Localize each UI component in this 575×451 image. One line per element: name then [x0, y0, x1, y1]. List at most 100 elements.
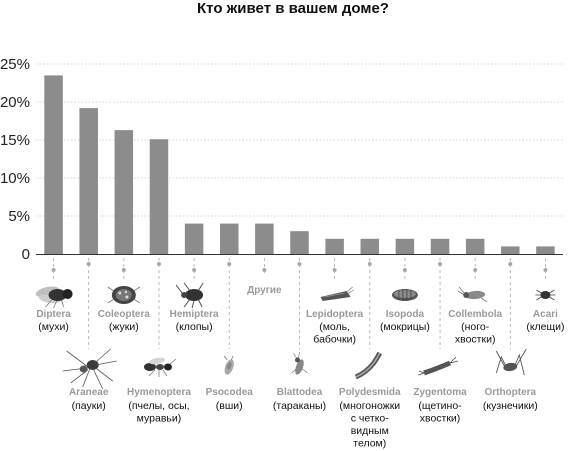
category-label: Hemiptera(клопы): [170, 309, 219, 333]
leader-dot: [438, 262, 443, 266]
bars: [44, 75, 555, 255]
y-tick-label: 10%: [0, 170, 30, 187]
common-name: хвостки): [420, 413, 461, 425]
bar: [325, 238, 344, 254]
leader-dot: [508, 262, 513, 266]
category-label: Hymenoptera (пчелы, осы,муравьи): [127, 387, 191, 425]
millipede-icon: [354, 351, 383, 380]
bar: [149, 139, 169, 254]
leader-dot: [51, 268, 56, 272]
bar: [465, 238, 485, 254]
leader-dot: [402, 268, 407, 272]
y-tick-label: 20%: [0, 94, 30, 111]
category-leader-lines: [51, 258, 548, 349]
common-name: (многоножки: [339, 400, 400, 412]
common-name: (клещи): [526, 321, 564, 333]
order-name: Lepidoptera: [306, 309, 364, 320]
bar: [395, 238, 415, 254]
leader-dot: [332, 268, 337, 272]
common-name: (мухи): [38, 321, 69, 333]
y-tick-label: 0: [22, 246, 30, 263]
category-label: Lepidoptera(моль,бабочки): [306, 309, 364, 346]
order-name: Araneae: [69, 387, 109, 398]
bar: [290, 231, 309, 254]
order-name: Zygentoma: [413, 387, 467, 398]
category-label: Collembola(ного-хвостки): [448, 309, 502, 346]
bar: [79, 108, 98, 254]
silverfish-icon: [417, 356, 459, 376]
cricket-icon: [495, 348, 527, 376]
beetle-icon: [107, 286, 141, 304]
category-label: Другие: [247, 285, 282, 296]
category-label: Blattodea (тараканы): [273, 387, 326, 412]
spider-icon: [62, 348, 117, 390]
common-name: (клопы): [176, 321, 213, 333]
order-name: Psocodea: [206, 387, 254, 398]
common-name: (жуки): [109, 321, 139, 333]
leader-dot: [227, 262, 232, 266]
order-name: Isopoda: [386, 309, 425, 320]
common-name: хвостки): [455, 334, 496, 346]
insect-icons: [35, 282, 556, 390]
leader-dot: [156, 262, 161, 266]
mite-icon: [535, 289, 556, 301]
moth-icon: [320, 286, 354, 301]
bar: [184, 223, 204, 254]
y-tick-label: 15%: [0, 132, 30, 149]
ant-icon: [143, 357, 177, 377]
category-label: Diptera(мухи): [36, 309, 71, 333]
order-name: Acari: [533, 309, 558, 320]
category-label: Araneae (пауки): [69, 387, 109, 412]
category-label: Orthoptera (кузнечики): [483, 387, 538, 412]
leader-dot: [367, 262, 372, 266]
bar: [44, 75, 63, 255]
common-name: (вши): [216, 400, 243, 412]
bar: [114, 130, 134, 254]
y-axis-ticks: 0 5% 10% 15% 20% 25%: [0, 56, 30, 263]
common-name: бабочки): [313, 334, 356, 346]
order-name: Coleoptera: [98, 309, 151, 320]
order-name: Orthoptera: [484, 387, 536, 398]
order-name: Blattodea: [277, 387, 323, 398]
woodlouse-icon: [391, 289, 418, 301]
common-name: (пауки): [72, 400, 106, 412]
order-name: Hymenoptera: [127, 387, 191, 398]
common-name: (кузнечики): [483, 400, 538, 412]
leader-dot: [473, 268, 478, 272]
leader-dot: [297, 262, 302, 266]
leader-dot: [192, 268, 197, 272]
common-name: с четко-: [351, 413, 389, 425]
leader-dot: [121, 268, 126, 272]
order-name: Collembola: [448, 309, 502, 320]
y-tick-label: 25%: [0, 56, 30, 73]
leader-dot: [86, 262, 91, 266]
category-label: Isopoda(мокрицы): [380, 309, 430, 333]
common-name: (щетино-: [418, 400, 462, 412]
order-name: Hemiptera: [170, 309, 219, 320]
category-label: Acari(клещи): [526, 309, 564, 333]
common-name: (пчелы, осы,: [128, 400, 189, 412]
leader-dot: [262, 268, 267, 272]
bar: [430, 238, 450, 254]
bar: [360, 238, 380, 254]
cockroach-icon: [291, 351, 308, 375]
common-name: (мокрицы): [380, 321, 430, 333]
category-label: Psocodea (вши): [206, 387, 254, 412]
bar: [536, 246, 555, 254]
bar: [255, 223, 274, 254]
common-name: (тараканы): [273, 400, 326, 412]
category-labels: Diptera(мухи) Araneae (пауки) Coleoptera(жу…: [36, 285, 564, 450]
category-label: Coleoptera(жуки): [98, 309, 151, 333]
common-name: видным: [351, 425, 389, 437]
order-name: Diptera: [36, 309, 71, 320]
louse-icon: [223, 355, 234, 375]
common-name: (моль,: [319, 321, 350, 333]
common-name: (ного-: [461, 321, 490, 333]
category-label: Zygentoma (щетино-хвостки): [413, 387, 467, 425]
bar: [219, 223, 239, 254]
order-name: Polydesmida: [339, 387, 401, 398]
chart-title: Кто живет в вашем доме?: [197, 0, 389, 17]
common-name: Другие: [247, 285, 282, 296]
